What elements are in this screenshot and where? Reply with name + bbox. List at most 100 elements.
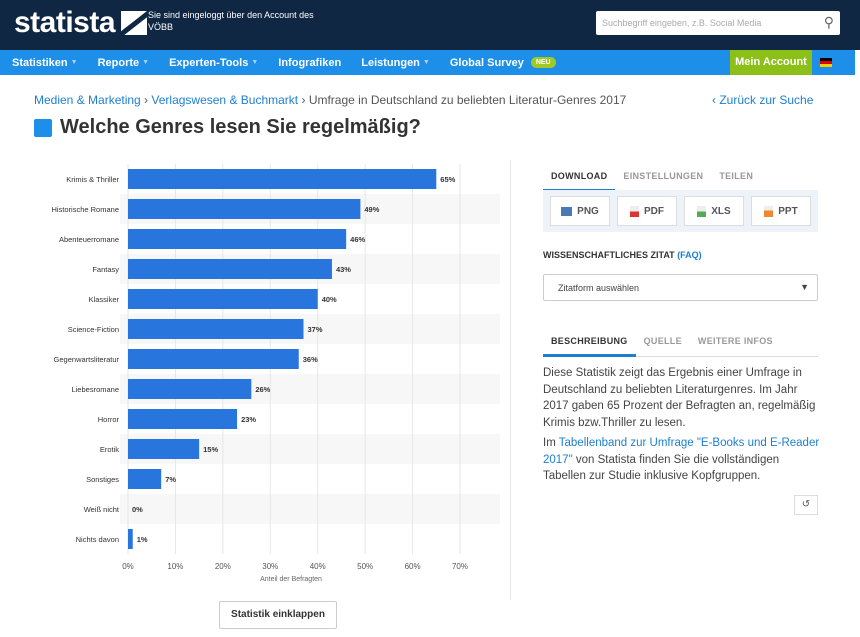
caret-down-icon: ▼ (800, 282, 809, 292)
bar (128, 409, 238, 429)
x-tick-label: 0% (122, 562, 134, 571)
nav-label: Leistungen (361, 56, 420, 69)
chevron-down-icon: ▼ (251, 59, 259, 66)
citation-heading: WISSENSCHAFTLICHES ZITAT (FAQ) (543, 250, 702, 260)
data-label: 26% (255, 385, 270, 394)
login-info: Sie sind eingeloggt über den Account des… (148, 10, 314, 32)
mein-account-button[interactable]: Mein Account (730, 50, 812, 75)
bar (128, 349, 299, 369)
breadcrumb-link[interactable]: Medien & Marketing (34, 93, 141, 107)
xls-button[interactable]: XLS (684, 196, 744, 226)
category-label: Sonstiges (86, 475, 119, 484)
button-label: XLS (711, 205, 731, 217)
nav-global-survey[interactable]: Global Survey NEU (438, 57, 564, 69)
new-badge: NEU (530, 57, 556, 68)
data-label: 49% (364, 205, 379, 214)
description-text: Diese Statistik zeigt das Ergebnis einer… (543, 367, 816, 429)
citation-label: WISSENSCHAFTLICHES ZITAT (543, 250, 675, 260)
citation-select[interactable]: Zitatform auswählen ▼ (543, 274, 818, 301)
data-label: 65% (440, 175, 455, 184)
text: von Statista finden Sie die vollständige… (543, 453, 780, 483)
category-label: Fantasy (92, 265, 119, 274)
bar (128, 529, 133, 549)
pdf-button[interactable]: PDF (617, 196, 677, 226)
category-label: Liebesromane (71, 385, 119, 394)
data-label: 37% (307, 325, 322, 334)
statista-logo[interactable]: statista (14, 6, 148, 40)
tab-weitere-infos[interactable]: WEITERE INFOS (697, 336, 773, 346)
chart-icon (34, 118, 52, 137)
search-icon[interactable]: ⚲ (823, 14, 834, 30)
nav-label: Infografiken (278, 56, 342, 69)
category-label: Historische Romane (51, 205, 119, 214)
page-title: Welche Genres lesen Sie regelmäßig? (34, 116, 421, 139)
button-label: PDF (644, 205, 664, 217)
nav-infografiken[interactable]: Infografiken (266, 57, 349, 69)
pdf-file-icon (630, 205, 639, 217)
nav-experten-tools[interactable]: Experten-Tools ▼ (157, 57, 266, 69)
bar (128, 199, 361, 219)
data-label: 0% (132, 505, 143, 514)
breadcrumb-current: Umfrage in Deutschland zu beliebten Lite… (308, 93, 627, 107)
bar-chart: 0% 10% 20% 30% 40% 50% 60% 70% Anteil der Befrag… (51, 164, 500, 583)
bar (128, 469, 162, 489)
ppt-button[interactable]: PPT (751, 196, 811, 226)
category-label: Klassiker (89, 295, 120, 304)
breadcrumb: Medien & Marketing › Verlagswesen & Buch… (34, 93, 627, 107)
tab-download[interactable]: DOWNLOAD (543, 171, 616, 192)
search-input[interactable]: Suchbegriff eingeben, z.B. Social Media ⚲ (596, 11, 840, 35)
description-text-2: Im Tabellenband zur Umfrage "E-Books und… (543, 435, 823, 485)
reset-icon[interactable]: ↺ (794, 495, 818, 515)
german-flag-icon[interactable] (820, 58, 832, 67)
nav-label: Experten-Tools (169, 56, 249, 69)
collapse-statistic-button[interactable]: Statistik einklappen (219, 601, 337, 629)
data-label: 23% (241, 415, 256, 424)
data-label: 7% (165, 475, 176, 484)
tab-teilen[interactable]: TEILEN (719, 171, 754, 181)
category-label: Erotik (100, 445, 119, 454)
tab-beschreibung[interactable]: BESCHREIBUNG (543, 336, 636, 357)
bar (128, 319, 304, 339)
x-tick-label: 10% (167, 562, 183, 571)
tab-quelle[interactable]: QUELLE (643, 336, 682, 346)
breadcrumb-link[interactable]: Verlagswesen & Buchmarkt (151, 93, 299, 107)
ppt-file-icon (764, 205, 774, 217)
tab-einstellungen[interactable]: EINSTELLUNGEN (623, 171, 704, 181)
xls-file-icon (697, 205, 707, 217)
image-file-icon (561, 206, 573, 216)
data-label: 46% (350, 235, 365, 244)
category-label: Weiß nicht (84, 505, 120, 514)
data-label: 40% (322, 295, 337, 304)
divider (510, 160, 511, 600)
nav-label: Global Survey (449, 56, 524, 69)
bar (128, 229, 347, 249)
data-label: 1% (137, 535, 148, 544)
faq-link[interactable]: (FAQ) (677, 250, 702, 260)
button-label: PPT (778, 205, 798, 217)
info-tabs: BESCHREIBUNG QUELLE WEITERE INFOS (543, 336, 818, 357)
search-placeholder: Suchbegriff eingeben, z.B. Social Media (602, 18, 762, 28)
category-label: Gegenwartsliteratur (54, 355, 120, 364)
png-button[interactable]: PNG (550, 196, 610, 226)
main-nav: Statistiken ▼ Reporte ▼ Experten-Tools ▼ In… (0, 50, 855, 75)
x-tick-label: 20% (215, 562, 231, 571)
page-title-text: Welche Genres lesen Sie regelmäßig? (60, 116, 421, 138)
top-header: statista Sie sind eingeloggt über den Ac… (0, 0, 860, 50)
nav-reporte[interactable]: Reporte ▼ (86, 57, 158, 69)
x-tick-label: 40% (310, 562, 326, 571)
x-tick-label: 70% (452, 562, 468, 571)
nav-statistiken[interactable]: Statistiken ▼ (0, 57, 86, 69)
bar (128, 439, 200, 459)
download-tabs: DOWNLOAD EINSTELLUNGEN TEILEN (543, 171, 818, 192)
bar (128, 289, 318, 309)
data-label: 43% (336, 265, 351, 274)
tabellenband-link[interactable]: Tabellenband zur Umfrage "E-Books und E-… (543, 437, 820, 466)
data-label: 36% (303, 355, 318, 364)
back-to-search-link[interactable]: ‹ Zurück zur Suche (712, 93, 814, 107)
nav-leistungen[interactable]: Leistungen ▼ (349, 57, 438, 69)
chevron-down-icon: ▼ (142, 59, 150, 66)
data-label: 15% (203, 445, 218, 454)
x-tick-label: 60% (405, 562, 421, 571)
chevron-down-icon: ▼ (70, 59, 78, 66)
nav-label: Statistiken (12, 56, 68, 69)
